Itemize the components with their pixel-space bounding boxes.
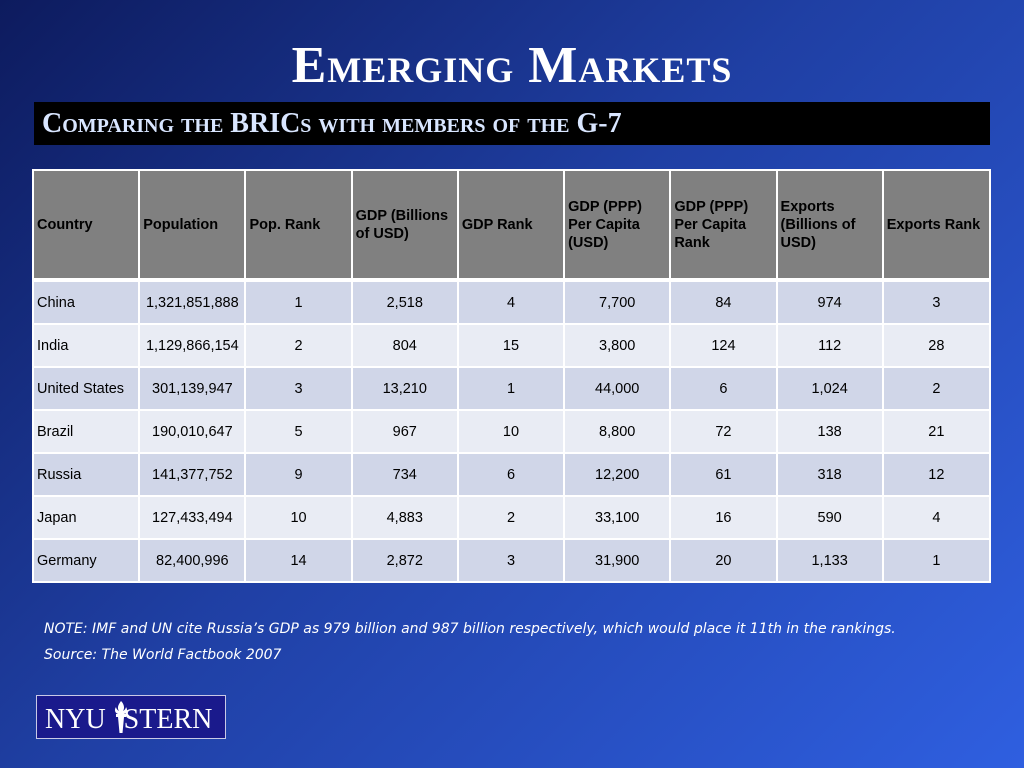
cell-gdp-ppp-rank: 84 (669, 279, 778, 325)
cell-gdp: 2,872 (350, 538, 459, 583)
cell-exports-rank: 2 (881, 366, 992, 411)
cell-exports: 138 (775, 409, 884, 454)
cell-exports-rank: 1 (881, 538, 992, 583)
cell-gdp-rank: 6 (456, 452, 566, 497)
cell-gdp-rank: 10 (456, 409, 566, 454)
cell-exports-rank: 28 (881, 323, 992, 368)
cell-gdp-ppp: 33,100 (563, 495, 672, 540)
cell-population: 190,010,647 (138, 409, 247, 454)
cell-country: Brazil (31, 409, 141, 454)
cell-pop-rank: 2 (244, 323, 353, 368)
cell-gdp: 734 (350, 452, 459, 497)
cell-gdp-ppp-rank: 16 (669, 495, 778, 540)
cell-country: Germany (31, 538, 141, 583)
cell-population: 1,129,866,154 (138, 323, 247, 368)
cell-gdp-rank: 1 (456, 366, 566, 411)
cell-gdp-ppp-rank: 6 (669, 366, 778, 411)
cell-pop-rank: 3 (244, 366, 353, 411)
note-text: NOTE: IMF and UN cite Russia’s GDP as 97… (44, 621, 896, 637)
header-gdp-rank: GDP Rank (456, 169, 566, 281)
cell-country: Russia (31, 452, 141, 497)
slide-subtitle: Comparing the BRICs with members of the … (42, 108, 622, 139)
nyu-stern-logo: NYU STERN (36, 695, 226, 739)
cell-gdp-ppp: 44,000 (563, 366, 672, 411)
cell-gdp-ppp: 12,200 (563, 452, 672, 497)
cell-gdp-ppp: 8,800 (563, 409, 672, 454)
cell-exports: 112 (775, 323, 884, 368)
table-row: Russia 141,377,752 9 734 6 12,200 61 318… (31, 452, 992, 497)
cell-exports: 590 (775, 495, 884, 540)
cell-gdp-rank: 2 (456, 495, 566, 540)
cell-pop-rank: 9 (244, 452, 353, 497)
cell-country: India (31, 323, 141, 368)
cell-gdp-ppp: 31,900 (563, 538, 672, 583)
table-header-row: Country Population Pop. Rank GDP (Billio… (31, 169, 992, 281)
cell-exports-rank: 3 (881, 279, 992, 325)
cell-population: 141,377,752 (138, 452, 247, 497)
cell-gdp-rank: 4 (456, 279, 566, 325)
table-row: Japan 127,433,494 10 4,883 2 33,100 16 5… (31, 495, 992, 540)
table-row: Germany 82,400,996 14 2,872 3 31,900 20 … (31, 538, 992, 583)
cell-exports: 974 (775, 279, 884, 325)
cell-gdp-ppp-rank: 20 (669, 538, 778, 583)
cell-gdp: 2,518 (350, 279, 459, 325)
cell-gdp: 967 (350, 409, 459, 454)
cell-gdp-ppp-rank: 72 (669, 409, 778, 454)
cell-population: 82,400,996 (138, 538, 247, 583)
comparison-table: Country Population Pop. Rank GDP (Billio… (31, 169, 992, 583)
cell-country: China (31, 279, 141, 325)
cell-population: 127,433,494 (138, 495, 247, 540)
torch-icon (114, 701, 128, 733)
logo-text-nyu: NYU (45, 704, 106, 735)
header-pop-rank: Pop. Rank (244, 169, 353, 281)
source-text: Source: The World Factbook 2007 (44, 647, 282, 663)
cell-gdp-ppp: 3,800 (563, 323, 672, 368)
cell-population: 301,139,947 (138, 366, 247, 411)
cell-exports: 1,133 (775, 538, 884, 583)
cell-country: Japan (31, 495, 141, 540)
slide-title: Emerging Markets (291, 37, 733, 94)
cell-pop-rank: 10 (244, 495, 353, 540)
header-population: Population (138, 169, 247, 281)
cell-exports-rank: 12 (881, 452, 992, 497)
cell-country: United States (31, 366, 141, 411)
cell-population: 1,321,851,888 (138, 279, 247, 325)
header-gdp-ppp-rank: GDP (PPP) Per Capita Rank (669, 169, 778, 281)
header-gdp: GDP (Billions of USD) (350, 169, 459, 281)
cell-gdp: 804 (350, 323, 459, 368)
cell-exports-rank: 4 (881, 495, 992, 540)
cell-pop-rank: 5 (244, 409, 353, 454)
cell-gdp-ppp-rank: 124 (669, 323, 778, 368)
cell-pop-rank: 14 (244, 538, 353, 583)
cell-gdp: 4,883 (350, 495, 459, 540)
table-row: Brazil 190,010,647 5 967 10 8,800 72 138… (31, 409, 992, 454)
cell-exports: 1,024 (775, 366, 884, 411)
logo-wordmark: NYU STERN (45, 704, 212, 736)
cell-gdp: 13,210 (350, 366, 459, 411)
cell-gdp-rank: 15 (456, 323, 566, 368)
table-row: India 1,129,866,154 2 804 15 3,800 124 1… (31, 323, 992, 368)
table-row: United States 301,139,947 3 13,210 1 44,… (31, 366, 992, 411)
subtitle-bar: Comparing the BRICs with members of the … (34, 102, 990, 145)
cell-gdp-rank: 3 (456, 538, 566, 583)
header-gdp-ppp: GDP (PPP) Per Capita (USD) (563, 169, 672, 281)
header-exports-rank: Exports Rank (881, 169, 992, 281)
cell-pop-rank: 1 (244, 279, 353, 325)
header-country: Country (31, 169, 141, 281)
header-exports: Exports (Billions of USD) (775, 169, 884, 281)
cell-exports-rank: 21 (881, 409, 992, 454)
table-row: China 1,321,851,888 1 2,518 4 7,700 84 9… (31, 279, 992, 325)
cell-gdp-ppp-rank: 61 (669, 452, 778, 497)
cell-gdp-ppp: 7,700 (563, 279, 672, 325)
logo-text-stern: STERN (123, 704, 213, 735)
cell-exports: 318 (775, 452, 884, 497)
